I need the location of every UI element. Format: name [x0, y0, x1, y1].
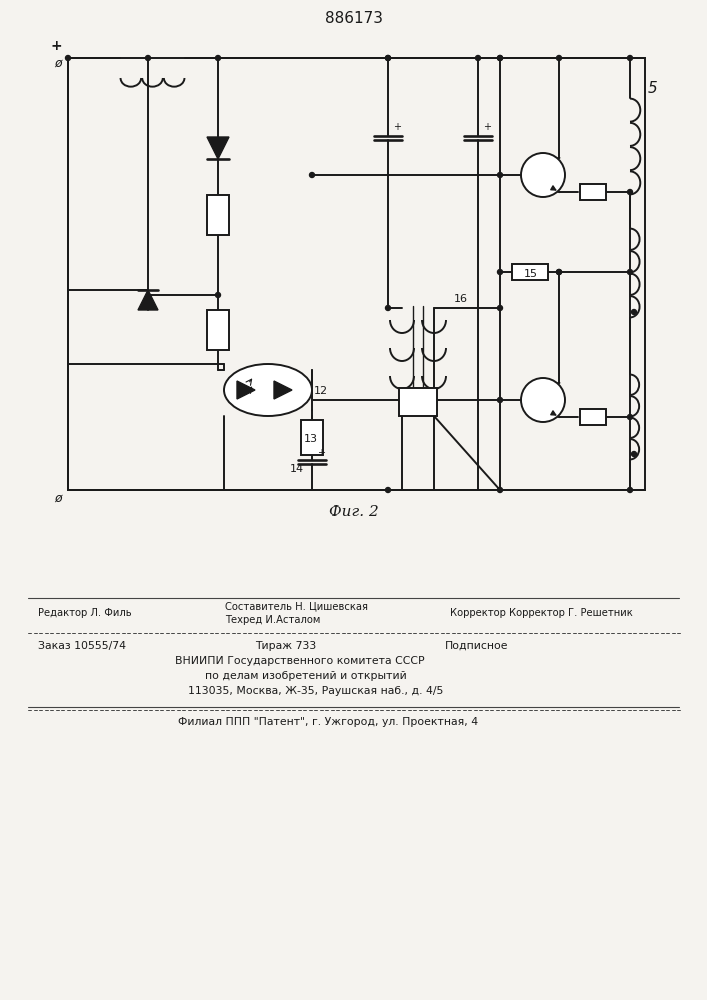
Text: +: +: [393, 122, 401, 132]
Circle shape: [521, 378, 565, 422]
Bar: [580, 184, 606, 200]
Circle shape: [628, 55, 633, 60]
Circle shape: [385, 55, 390, 60]
Circle shape: [498, 55, 503, 60]
Text: +: +: [50, 39, 62, 53]
Text: 14: 14: [290, 464, 304, 474]
Text: 15: 15: [523, 269, 537, 279]
Bar: [207, 195, 229, 235]
Circle shape: [310, 172, 315, 178]
Text: 12: 12: [314, 386, 328, 396]
Polygon shape: [274, 381, 292, 399]
Text: 13: 13: [304, 434, 318, 444]
Circle shape: [521, 153, 565, 197]
Text: Филиал ППП "Патент", г. Ужгород, ул. Проектная, 4: Филиал ППП "Патент", г. Ужгород, ул. Про…: [178, 717, 478, 727]
Text: ø: ø: [54, 492, 62, 505]
Text: 886173: 886173: [325, 11, 383, 26]
Text: +: +: [483, 122, 491, 132]
Circle shape: [66, 55, 71, 60]
Bar: [580, 409, 606, 425]
Bar: [511, 264, 547, 280]
Text: Корректор Корректор Г. Решетник: Корректор Корректор Г. Решетник: [450, 608, 633, 618]
Circle shape: [498, 269, 503, 274]
Bar: [68, 58, 645, 490]
Text: Редактор Л. Филь: Редактор Л. Филь: [38, 608, 132, 618]
Text: Тираж 733: Тираж 733: [255, 641, 316, 651]
Circle shape: [631, 452, 636, 456]
Circle shape: [628, 190, 633, 194]
Bar: [399, 388, 437, 416]
Text: Подписное: Подписное: [445, 641, 508, 651]
Circle shape: [385, 488, 390, 492]
Circle shape: [476, 55, 481, 60]
Circle shape: [556, 269, 561, 274]
Ellipse shape: [224, 364, 312, 416]
Circle shape: [385, 55, 390, 60]
Text: Заказ 10555/74: Заказ 10555/74: [38, 641, 126, 651]
Text: 113035, Москва, Ж-35, Раушская наб., д. 4/5: 113035, Москва, Ж-35, Раушская наб., д. …: [188, 686, 443, 696]
Text: Составитель Н. Цишевская: Составитель Н. Цишевская: [225, 601, 368, 611]
Polygon shape: [207, 137, 229, 159]
Circle shape: [631, 310, 636, 314]
Circle shape: [556, 269, 561, 274]
Text: Техред И.Асталом: Техред И.Асталом: [225, 615, 320, 625]
Polygon shape: [237, 381, 255, 399]
Circle shape: [498, 306, 503, 310]
Circle shape: [498, 488, 503, 492]
Circle shape: [628, 414, 633, 420]
Bar: [207, 310, 229, 350]
Circle shape: [628, 488, 633, 492]
Text: ВНИИПИ Государственного комитета СССР: ВНИИПИ Государственного комитета СССР: [175, 656, 425, 666]
Text: Фиг. 2: Фиг. 2: [329, 505, 379, 519]
Text: ø: ø: [54, 57, 62, 70]
Circle shape: [146, 55, 151, 60]
Text: 16: 16: [454, 294, 468, 304]
Circle shape: [628, 269, 633, 274]
Bar: [301, 420, 323, 455]
Circle shape: [385, 306, 390, 310]
Text: 5: 5: [648, 81, 658, 96]
Circle shape: [556, 55, 561, 60]
Circle shape: [216, 292, 221, 298]
Circle shape: [498, 397, 503, 402]
Text: по делам изобретений и открытий: по делам изобретений и открытий: [205, 671, 407, 681]
Circle shape: [498, 55, 503, 60]
Polygon shape: [138, 290, 158, 310]
Text: +: +: [317, 448, 325, 458]
Circle shape: [498, 172, 503, 178]
Circle shape: [216, 55, 221, 60]
